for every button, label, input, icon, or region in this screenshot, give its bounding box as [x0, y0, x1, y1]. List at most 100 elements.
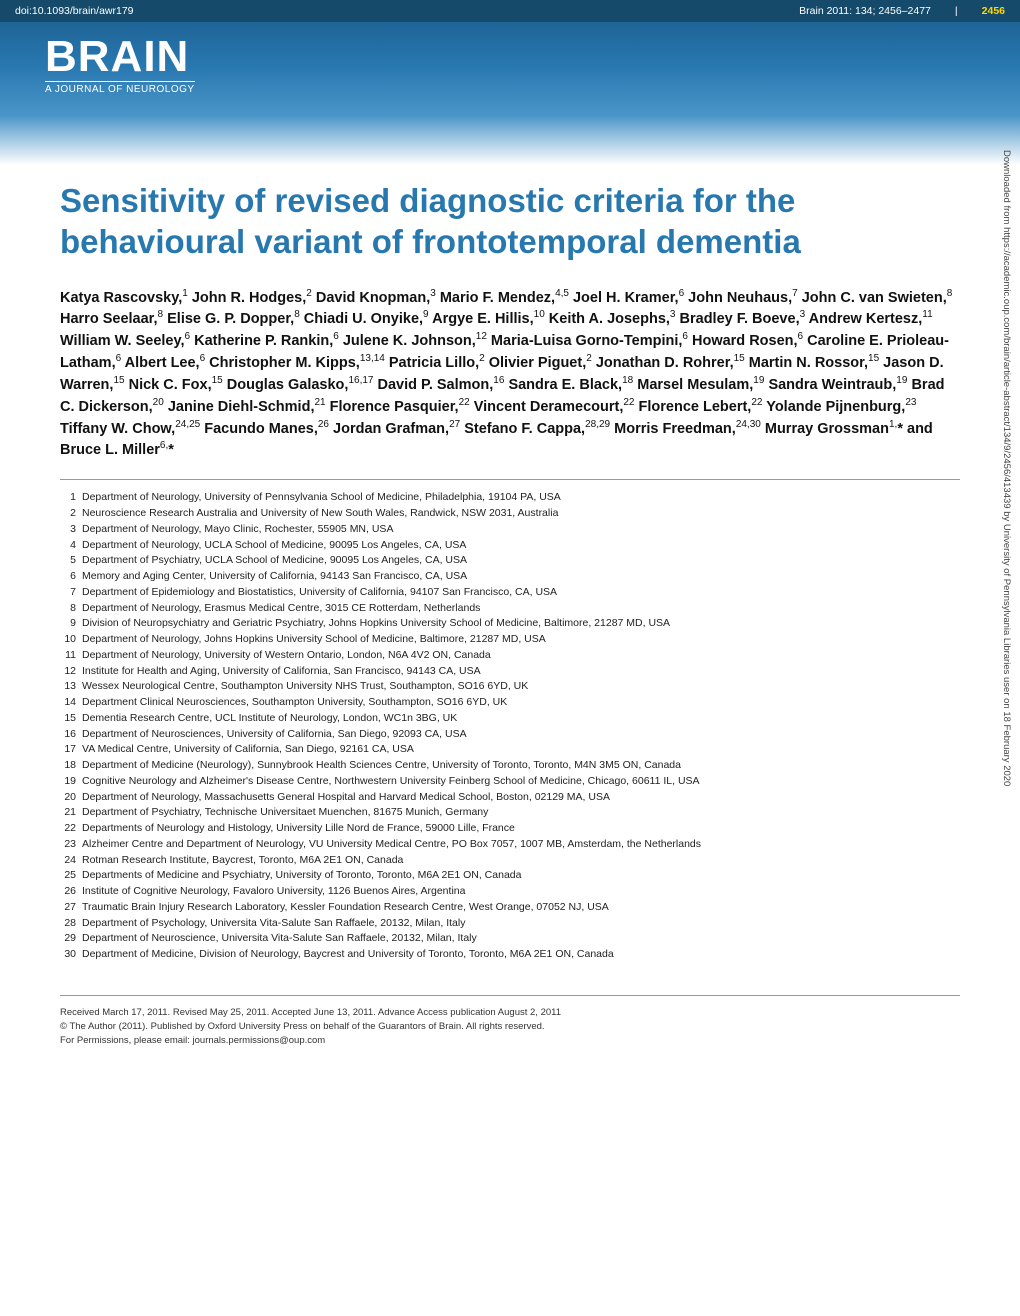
- affiliation-row: 18Department of Medicine (Neurology), Su…: [60, 758, 960, 774]
- doi-text: doi:10.1093/brain/awr179: [15, 5, 134, 17]
- content-area: Sensitivity of revised diagnostic criter…: [0, 180, 1020, 1079]
- doi-right: Brain 2011: 134; 2456–2477 | 2456: [799, 5, 1005, 17]
- affiliation-text: Neuroscience Research Australia and Univ…: [82, 506, 558, 522]
- affiliation-text: Rotman Research Institute, Baycrest, Tor…: [82, 853, 403, 869]
- journal-subtitle: A JOURNAL OF NEUROLOGY: [45, 81, 195, 95]
- affiliation-row: 3Department of Neurology, Mayo Clinic, R…: [60, 522, 960, 538]
- affiliation-number: 27: [60, 900, 82, 916]
- page-container: doi:10.1093/brain/awr179 Brain 2011: 134…: [0, 0, 1020, 1316]
- affiliation-number: 13: [60, 679, 82, 695]
- affiliation-row: 17VA Medical Centre, University of Calif…: [60, 742, 960, 758]
- affiliation-row: 16Department of Neurosciences, Universit…: [60, 727, 960, 743]
- affiliation-number: 29: [60, 931, 82, 947]
- affiliations-block: 1Department of Neurology, University of …: [60, 490, 960, 963]
- affiliation-number: 11: [60, 648, 82, 664]
- affiliation-number: 2: [60, 506, 82, 522]
- affiliation-text: Institute of Cognitive Neurology, Favalo…: [82, 884, 465, 900]
- affiliation-number: 6: [60, 569, 82, 585]
- affiliation-row: 28Department of Psychology, Universita V…: [60, 916, 960, 932]
- affiliation-row: 11Department of Neurology, University of…: [60, 648, 960, 664]
- affiliation-text: Department of Neurology, University of W…: [82, 648, 491, 664]
- affiliation-text: Memory and Aging Center, University of C…: [82, 569, 467, 585]
- affiliation-row: 8Department of Neurology, Erasmus Medica…: [60, 601, 960, 617]
- download-sidebar: Downloaded from https://academic.oup.com…: [998, 150, 1012, 1250]
- affiliation-text: Dementia Research Centre, UCL Institute …: [82, 711, 457, 727]
- affiliation-text: Cognitive Neurology and Alzheimer's Dise…: [82, 774, 700, 790]
- affiliation-row: 27Traumatic Brain Injury Research Labora…: [60, 900, 960, 916]
- affiliation-number: 16: [60, 727, 82, 743]
- affiliation-number: 21: [60, 805, 82, 821]
- affiliation-number: 4: [60, 538, 82, 554]
- received-line: Received March 17, 2011. Revised May 25,…: [60, 1006, 960, 1020]
- affiliation-number: 18: [60, 758, 82, 774]
- affiliation-number: 5: [60, 553, 82, 569]
- affiliations-divider: [60, 479, 960, 480]
- affiliation-text: Traumatic Brain Injury Research Laborato…: [82, 900, 609, 916]
- article-title: Sensitivity of revised diagnostic criter…: [60, 180, 960, 263]
- affiliation-row: 26Institute of Cognitive Neurology, Fava…: [60, 884, 960, 900]
- affiliation-number: 20: [60, 790, 82, 806]
- affiliation-row: 6Memory and Aging Center, University of …: [60, 569, 960, 585]
- affiliation-number: 14: [60, 695, 82, 711]
- doi-bar: doi:10.1093/brain/awr179 Brain 2011: 134…: [0, 0, 1020, 22]
- affiliation-row: 20Department of Neurology, Massachusetts…: [60, 790, 960, 806]
- affiliation-row: 15Dementia Research Centre, UCL Institut…: [60, 711, 960, 727]
- affiliation-number: 26: [60, 884, 82, 900]
- authors-block: Katya Rascovsky,1 John R. Hodges,2 David…: [60, 287, 960, 462]
- journal-name: BRAIN: [45, 35, 195, 79]
- affiliation-text: Alzheimer Centre and Department of Neuro…: [82, 837, 701, 853]
- affiliation-number: 12: [60, 664, 82, 680]
- affiliation-text: Department of Epidemiology and Biostatis…: [82, 585, 557, 601]
- affiliation-row: 14Department Clinical Neurosciences, Sou…: [60, 695, 960, 711]
- affiliation-row: 24Rotman Research Institute, Baycrest, T…: [60, 853, 960, 869]
- affiliation-row: 29Department of Neuroscience, Universita…: [60, 931, 960, 947]
- affiliation-text: VA Medical Centre, University of Califor…: [82, 742, 414, 758]
- permissions-line: For Permissions, please email: journals.…: [60, 1034, 960, 1048]
- affiliation-number: 8: [60, 601, 82, 617]
- affiliation-text: Department of Psychiatry, UCLA School of…: [82, 553, 467, 569]
- affiliation-row: 5Department of Psychiatry, UCLA School o…: [60, 553, 960, 569]
- journal-logo: BRAIN A JOURNAL OF NEUROLOGY: [45, 35, 195, 95]
- affiliation-number: 10: [60, 632, 82, 648]
- affiliation-text: Department of Neurology, University of P…: [82, 490, 561, 506]
- affiliation-row: 22Departments of Neurology and Histology…: [60, 821, 960, 837]
- affiliation-row: 30Department of Medicine, Division of Ne…: [60, 947, 960, 963]
- affiliation-row: 19Cognitive Neurology and Alzheimer's Di…: [60, 774, 960, 790]
- affiliation-row: 10Department of Neurology, Johns Hopkins…: [60, 632, 960, 648]
- affiliation-row: 4Department of Neurology, UCLA School of…: [60, 538, 960, 554]
- affiliation-number: 25: [60, 868, 82, 884]
- affiliation-row: 12Institute for Health and Aging, Univer…: [60, 664, 960, 680]
- affiliation-number: 22: [60, 821, 82, 837]
- affiliation-text: Wessex Neurological Centre, Southampton …: [82, 679, 528, 695]
- header-band: doi:10.1093/brain/awr179 Brain 2011: 134…: [0, 0, 1020, 165]
- affiliation-row: 2Neuroscience Research Australia and Uni…: [60, 506, 960, 522]
- affiliation-text: Division of Neuropsychiatry and Geriatri…: [82, 616, 670, 632]
- affiliation-number: 19: [60, 774, 82, 790]
- affiliation-text: Department of Neurosciences, University …: [82, 727, 467, 743]
- affiliation-text: Department of Neurology, UCLA School of …: [82, 538, 466, 554]
- footer-divider: [60, 995, 960, 996]
- affiliation-text: Department of Neurology, Mayo Clinic, Ro…: [82, 522, 393, 538]
- affiliation-number: 15: [60, 711, 82, 727]
- affiliation-row: 25Departments of Medicine and Psychiatry…: [60, 868, 960, 884]
- affiliation-text: Department of Medicine (Neurology), Sunn…: [82, 758, 681, 774]
- footer-notes: Received March 17, 2011. Revised May 25,…: [60, 1006, 960, 1049]
- affiliation-row: 21Department of Psychiatry, Technische U…: [60, 805, 960, 821]
- affiliation-text: Department of Psychiatry, Technische Uni…: [82, 805, 488, 821]
- citation-text: Brain 2011: 134; 2456–2477: [799, 5, 931, 17]
- affiliation-text: Department of Medicine, Division of Neur…: [82, 947, 614, 963]
- affiliation-text: Department of Neurology, Johns Hopkins U…: [82, 632, 546, 648]
- affiliation-text: Department of Neurology, Erasmus Medical…: [82, 601, 480, 617]
- affiliation-row: 1Department of Neurology, University of …: [60, 490, 960, 506]
- affiliation-number: 1: [60, 490, 82, 506]
- affiliation-number: 9: [60, 616, 82, 632]
- affiliation-row: 23Alzheimer Centre and Department of Neu…: [60, 837, 960, 853]
- affiliation-text: Department of Neurology, Massachusetts G…: [82, 790, 610, 806]
- affiliation-text: Department of Neuroscience, Universita V…: [82, 931, 477, 947]
- affiliation-number: 28: [60, 916, 82, 932]
- pipe-sep: |: [955, 5, 958, 17]
- affiliation-number: 3: [60, 522, 82, 538]
- affiliation-number: 7: [60, 585, 82, 601]
- affiliation-row: 7Department of Epidemiology and Biostati…: [60, 585, 960, 601]
- copyright-line: © The Author (2011). Published by Oxford…: [60, 1020, 960, 1034]
